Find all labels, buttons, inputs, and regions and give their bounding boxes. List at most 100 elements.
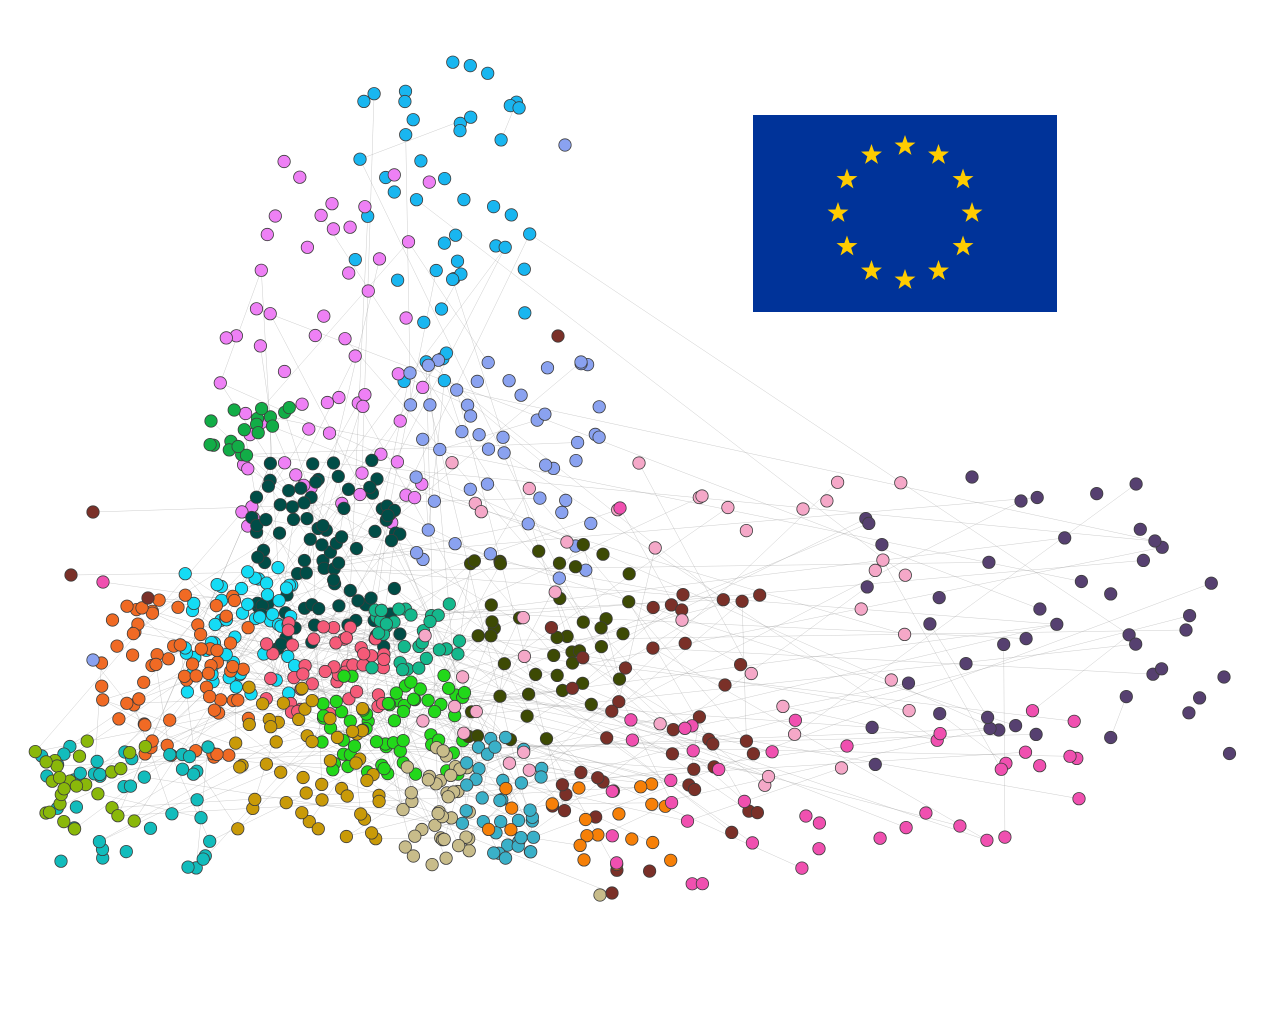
star-icon (861, 143, 882, 164)
network-node-yellow-green (138, 739, 152, 754)
network-node-sky-blue (390, 273, 405, 287)
network-node-hot-pink (664, 773, 678, 788)
network-node-light-pink (416, 714, 430, 728)
network-node-violet (300, 240, 314, 254)
network-node-lime (441, 681, 456, 695)
network-edge (410, 594, 760, 683)
network-node-yellow-green (111, 809, 125, 823)
network-node-cyan (208, 617, 222, 632)
network-node-steel-teal (455, 816, 469, 830)
network-node-hot-pink (953, 819, 967, 833)
network-node-salmon (349, 684, 364, 699)
network-node-hot-pink (1063, 749, 1077, 763)
network-node-light-pink (648, 541, 662, 555)
network-node-lime (334, 705, 349, 719)
network-node-olive-dark (532, 544, 546, 558)
network-edge (652, 647, 988, 841)
network-node-orange-red (222, 748, 236, 762)
network-node-mustard (349, 756, 363, 770)
network-node-orange-red (112, 712, 126, 726)
network-node-sky-blue (417, 315, 431, 329)
network-node-mustard (295, 681, 309, 696)
network-node-light-pink (418, 628, 432, 643)
network-node-light-pink (516, 610, 530, 625)
network-node-hot-pink (664, 795, 679, 810)
network-node-salmon (266, 647, 280, 661)
network-node-khaki (593, 888, 607, 902)
network-node-hot-pink (812, 816, 827, 830)
network-node-dark-purple (1119, 689, 1133, 704)
network-node-orange-red (120, 599, 134, 613)
network-node-orange (644, 777, 659, 791)
network-node-dark-teal (309, 475, 323, 489)
network-node-dark-teal (387, 581, 401, 596)
network-edge (258, 247, 506, 580)
network-node-khaki (398, 840, 412, 854)
network-node-dark-purple (1122, 628, 1136, 642)
network-node-violet (372, 252, 387, 266)
network-edge (267, 603, 715, 768)
network-node-violet (254, 263, 268, 277)
network-node-lime (413, 682, 427, 696)
network-node-orange (591, 828, 605, 842)
network-node-mustard (355, 701, 370, 716)
network-node-dark-teal (351, 594, 365, 608)
network-node-orange (572, 781, 586, 795)
network-edge (117, 754, 218, 816)
network-node-light-pink (787, 727, 802, 741)
network-node-hot-pink (605, 829, 619, 843)
network-node-olive-dark (539, 732, 554, 746)
network-node-sky-blue (518, 306, 532, 320)
network-node-periwinkle (558, 138, 572, 152)
network-node-light-pink (820, 494, 834, 508)
network-node-violet (374, 447, 388, 461)
network-node-olive-dark (547, 648, 561, 663)
network-node-violet (338, 332, 352, 346)
network-node-orange-red (149, 657, 163, 672)
network-node-violet (393, 414, 407, 428)
network-node-salmon (316, 620, 330, 634)
network-node-dark-purple (1204, 576, 1218, 590)
network-node-sky-blue (398, 94, 412, 109)
network-node-light-pink (854, 602, 868, 616)
network-node-jade (404, 608, 418, 622)
network-node-light-pink (455, 670, 470, 684)
network-node-teal (186, 767, 200, 781)
network-node-sky-blue (434, 302, 449, 316)
network-node-dark-purple (1058, 531, 1072, 545)
network-node-teal (73, 766, 87, 780)
network-node-dark-purple (1019, 631, 1033, 646)
network-edge (286, 802, 404, 810)
network-node-teal (93, 767, 107, 782)
network-node-periwinkle (423, 398, 437, 412)
network-node-periwinkle (538, 407, 552, 421)
network-node-dark-purple (1217, 670, 1231, 684)
network-node-yellow-green (28, 744, 42, 759)
network-node-mustard (264, 720, 278, 734)
network-node-green (255, 401, 269, 416)
network-node-maroon (750, 805, 765, 820)
network-edge (529, 488, 747, 742)
network-node-olive-dark (493, 556, 507, 571)
network-node-hot-pink (933, 726, 947, 741)
network-edge (382, 372, 411, 509)
network-node-mustard (302, 814, 316, 829)
network-node-lime (329, 694, 343, 709)
network-edge (428, 700, 802, 869)
network-node-khaki (421, 773, 435, 787)
network-edge (45, 754, 170, 814)
network-node-violet (253, 339, 267, 353)
network-node-light-pink (776, 699, 790, 714)
network-edge (628, 601, 741, 665)
network-node-maroon (141, 591, 155, 605)
network-node-orange-red (110, 639, 124, 653)
network-node-green (265, 419, 280, 433)
network-edge (416, 199, 906, 576)
network-node-mustard (299, 786, 313, 800)
network-node-dark-teal (349, 541, 364, 556)
network-node-salmon (296, 667, 310, 681)
network-node-sky-blue (494, 133, 508, 147)
network-node-violet (219, 331, 233, 345)
network-edge (218, 712, 304, 778)
